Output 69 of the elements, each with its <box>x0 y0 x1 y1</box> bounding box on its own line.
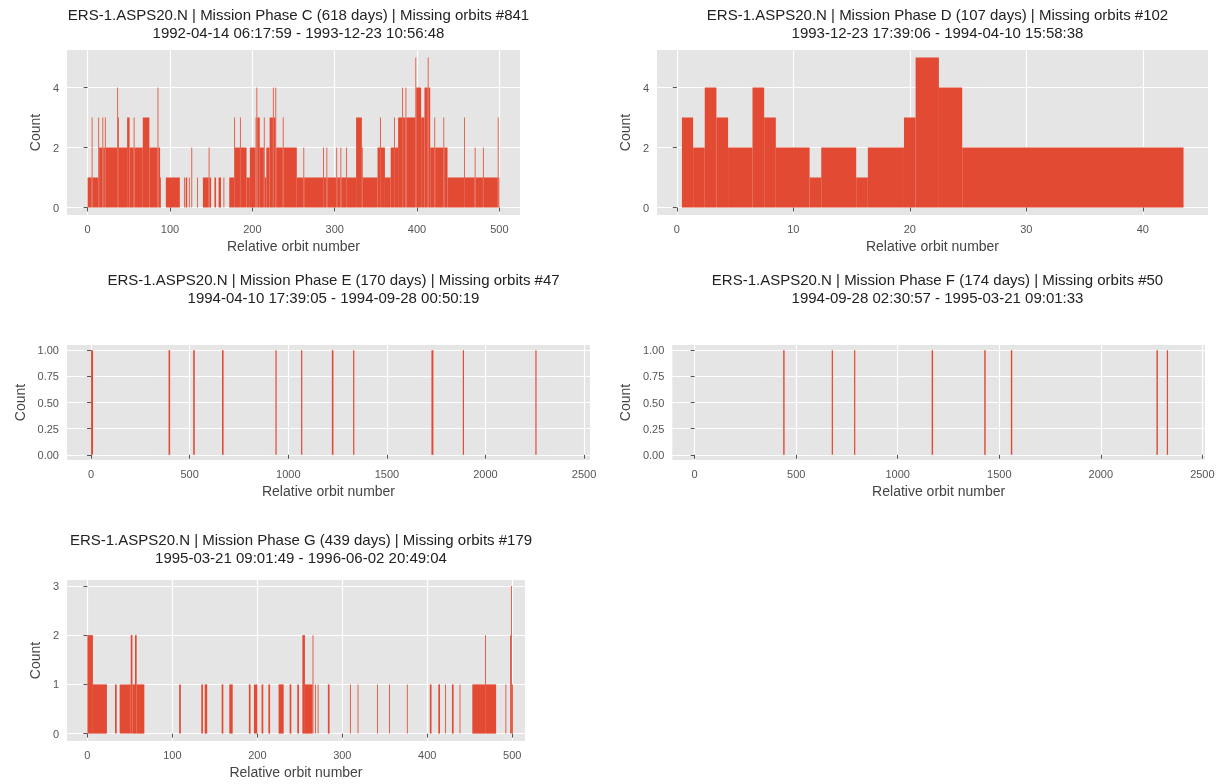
y-axis-title: Count <box>11 383 28 422</box>
x-tick-label: 300 <box>333 748 352 761</box>
chart-subtitle: 1994-09-28 02:30:57 - 1995-03-21 09:01:33 <box>791 289 1084 306</box>
y-axis-title: Count <box>617 383 633 422</box>
x-axis-title: Relative orbit number <box>865 238 1000 254</box>
y-tick-label: 1.00 <box>642 344 665 357</box>
chart-subtitle: 1993-12-23 17:39:06 - 1994-04-10 15:58:38 <box>791 24 1084 41</box>
x-tick-label: 1500 <box>987 467 1012 480</box>
y-tick-label: 2 <box>52 629 59 642</box>
y-tick-label: 0.25 <box>37 422 59 435</box>
y-tick-label: 0 <box>52 727 59 740</box>
y-tick-label: 3 <box>52 579 59 592</box>
x-tick-label: 100 <box>160 222 180 235</box>
y-tick-label: 0 <box>52 201 59 214</box>
x-axis-title: Relative orbit number <box>261 483 396 499</box>
chart-title: ERS-1.ASPS20.N | Mission Phase E (170 days) | Missing orbits #47 <box>107 271 560 288</box>
y-tick-label: 0.25 <box>642 422 665 435</box>
x-tick-label: 0 <box>88 467 95 480</box>
x-tick-label: 100 <box>163 748 182 761</box>
x-tick-label: 500 <box>787 467 806 480</box>
chart-title: ERS-1.ASPS20.N | Mission Phase C (618 days) | Missing orbits #841 <box>67 6 530 23</box>
chart-title: ERS-1.ASPS20.N | Mission Phase D (107 days) | Missing orbits #102 <box>706 6 1169 23</box>
x-tick-label: 2000 <box>1088 467 1114 480</box>
y-tick-label: 4 <box>642 81 649 94</box>
x-tick-label: 400 <box>418 748 437 761</box>
x-tick-label: 200 <box>248 748 267 761</box>
x-tick-label: 2500 <box>1190 467 1215 480</box>
x-axis-title: Relative orbit number <box>229 764 363 780</box>
x-tick-label: 0 <box>84 748 91 761</box>
y-tick-label: 2 <box>52 141 59 154</box>
y-tick-label: 0.75 <box>37 370 59 383</box>
y-tick-label: 0.00 <box>37 448 59 461</box>
x-tick-label: 400 <box>407 222 427 235</box>
x-axis-title: Relative orbit number <box>226 238 361 254</box>
y-tick-label: 0.75 <box>642 370 665 383</box>
chart-subtitle: 1994-04-10 17:39:05 - 1994-09-28 00:50:19 <box>187 289 480 306</box>
x-tick-label: 1500 <box>374 467 400 480</box>
x-tick-label: 40 <box>1136 222 1149 235</box>
chart-title: ERS-1.ASPS20.N | Mission Phase F (174 days) | Missing orbits #50 <box>711 271 1164 288</box>
x-tick-label: 200 <box>243 222 262 235</box>
chart-subtitle: 1992-04-14 06:17:59 - 1993-12-23 10:56:48 <box>152 24 445 41</box>
y-axis-title: Count <box>26 113 43 152</box>
y-tick-label: 0.50 <box>642 396 665 409</box>
x-tick-label: 20 <box>903 222 916 235</box>
y-tick-label: 0.50 <box>37 396 59 409</box>
y-axis-title: Count <box>616 113 633 152</box>
x-tick-label: 30 <box>1020 222 1033 235</box>
y-axis-title: Count <box>26 641 43 680</box>
y-tick-label: 4 <box>52 81 59 94</box>
x-tick-label: 1000 <box>885 467 910 480</box>
x-tick-label: 500 <box>490 222 509 235</box>
y-tick-label: 0.00 <box>642 448 665 461</box>
y-tick-label: 1 <box>52 678 59 691</box>
x-tick-label: 2000 <box>473 467 498 480</box>
x-tick-label: 500 <box>180 467 199 480</box>
y-tick-label: 1.00 <box>37 344 59 357</box>
chart-title: ERS-1.ASPS20.N | Mission Phase G (439 days) | Missing orbits #179 <box>69 531 533 548</box>
x-tick-label: 0 <box>691 467 698 480</box>
x-axis-title: Relative orbit number <box>872 483 1006 499</box>
chart-subtitle: 1995-03-21 09:01:49 - 1996-06-02 20:49:04 <box>155 549 447 566</box>
x-tick-label: 0 <box>84 222 91 235</box>
y-tick-label: 2 <box>642 141 649 154</box>
x-tick-label: 300 <box>325 222 344 235</box>
x-tick-label: 1000 <box>276 467 301 480</box>
x-tick-label: 500 <box>503 748 522 761</box>
x-tick-label: 10 <box>787 222 800 235</box>
x-tick-label: 2500 <box>571 467 597 480</box>
x-tick-label: 0 <box>673 222 680 235</box>
y-tick-label: 0 <box>642 201 649 214</box>
